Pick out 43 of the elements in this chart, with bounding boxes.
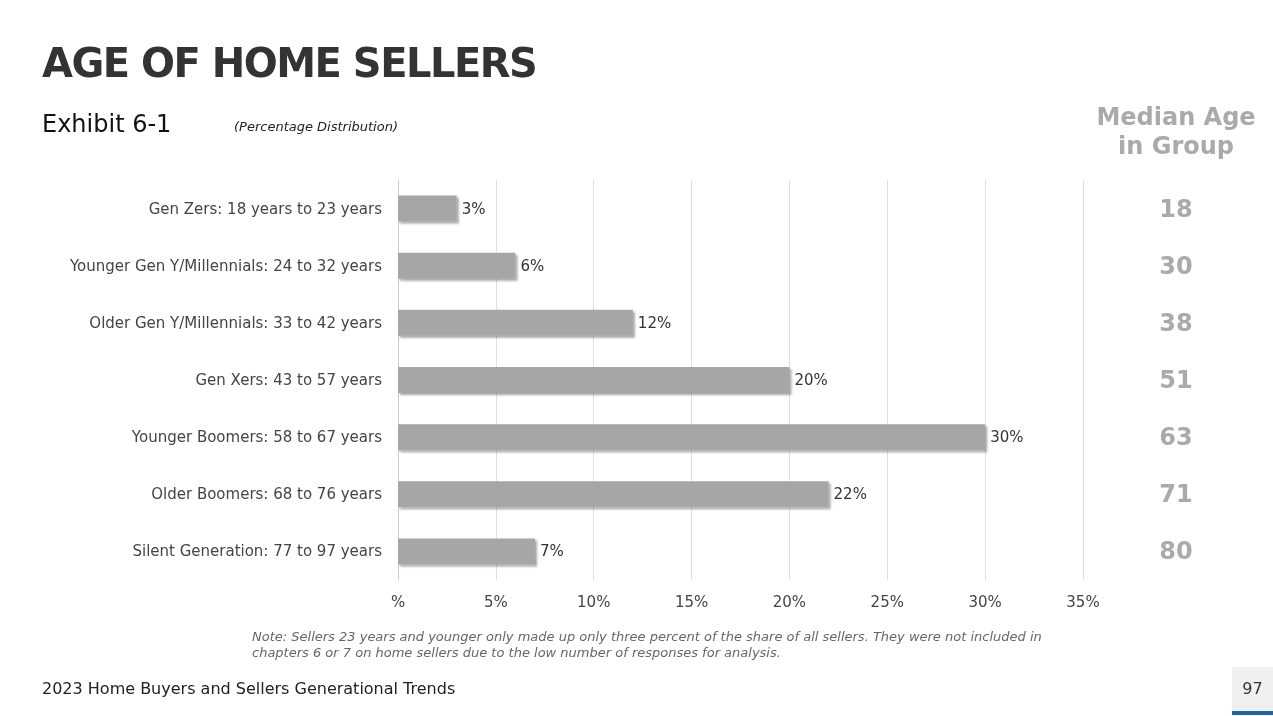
x-tick-label: 30% [968, 592, 1002, 611]
bar [398, 309, 633, 336]
data-label: 12% [637, 313, 672, 332]
text: Exhibit 6-1 [42, 110, 172, 138]
x-tick-label: 5% [483, 592, 508, 611]
y-tick-label: Younger Gen Y/Millennials: 24 to 32 years [68, 256, 383, 275]
x-tick-label: % [390, 592, 406, 611]
y-tick-label: Older Boomers: 68 to 76 years [151, 485, 383, 504]
y-tick-label: Gen Xers: 43 to 57 years [195, 371, 383, 389]
y2-tick-label: 80 [1159, 537, 1193, 566]
text: 2023 Home Buyers and Sellers Generational Trends [42, 679, 456, 698]
y-tick-label: Older Gen Y/Millennials: 33 to 42 years [89, 313, 383, 332]
y-tick-label: Silent Generation: 77 to 97 years [132, 542, 383, 561]
bar [398, 195, 457, 222]
x-tick-label: 35% [1066, 592, 1100, 611]
data-label: 30% [990, 428, 1024, 447]
y-tick-label: Gen Zers: 18 years to 23 years [148, 199, 383, 218]
y2-tick-label: 18 [1159, 194, 1193, 223]
y2-tick-label: 38 [1159, 308, 1193, 337]
bar [398, 481, 829, 508]
y2-tick-label: 51 [1159, 366, 1193, 394]
bar [398, 367, 790, 393]
y2-tick-label: 63 [1159, 423, 1193, 452]
y-tick-label: Younger Boomers: 58 to 67 years [130, 428, 383, 447]
bar [398, 252, 516, 279]
data-label: 20% [794, 371, 828, 389]
x-tick-label: 15% [674, 592, 709, 611]
data-label: 7% [540, 542, 564, 561]
data-label: 3% [461, 199, 486, 218]
x-tick-label: 25% [870, 592, 904, 611]
x-tick-label: 10% [577, 592, 611, 611]
bar [398, 538, 535, 565]
text: 97 [1232, 667, 1273, 715]
y2-axis-title: Median Age in Group [1096, 103, 1256, 161]
data-label: 6% [520, 256, 545, 275]
text: (Percentage Distribution) [234, 119, 398, 134]
data-label: 22% [833, 485, 867, 504]
x-tick-label: 20% [772, 592, 807, 611]
chart-title: AGE OF HOME SELLERS [42, 40, 537, 86]
y2-tick-label: 30 [1159, 251, 1193, 280]
y2-tick-label: 71 [1159, 480, 1193, 509]
text: Note: Sellers 23 years and younger only made up only three percent of the share of all sellers. They were not included in chapters 6 or 7 on home sellers due to the low number of responses for analysis. [252, 629, 1042, 661]
bar [398, 424, 986, 451]
